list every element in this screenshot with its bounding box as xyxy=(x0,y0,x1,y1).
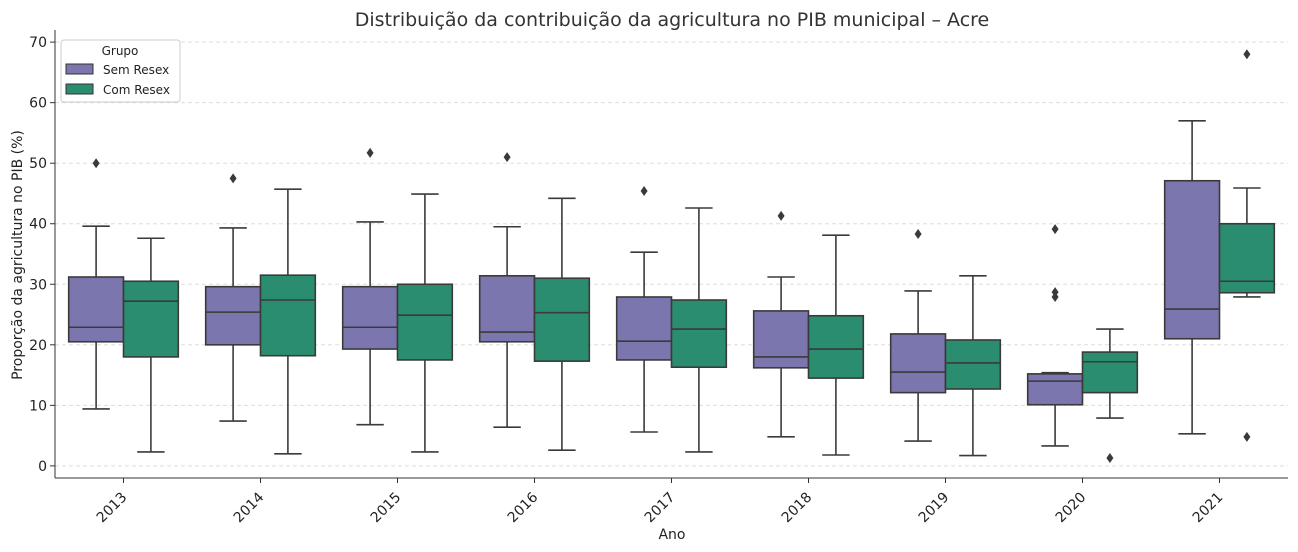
box-2016 xyxy=(478,152,536,428)
iqr-box xyxy=(204,285,262,346)
outlier-point xyxy=(1106,453,1114,464)
box-2013 xyxy=(67,158,125,410)
outlier-point xyxy=(1243,49,1251,60)
box-2020 xyxy=(1081,328,1139,464)
box-2017 xyxy=(615,186,673,433)
x-tick-label: 2020 xyxy=(1053,490,1090,527)
y-tick-label: 30 xyxy=(29,277,47,293)
iqr-box xyxy=(259,274,317,357)
legend-label-sem-resex: Sem Resex xyxy=(103,63,169,77)
box-2014 xyxy=(204,173,262,422)
outlier-point xyxy=(229,173,237,184)
box-2021 xyxy=(1218,49,1276,442)
outlier-point xyxy=(777,210,785,221)
outlier-point xyxy=(92,158,100,169)
y-tick-label: 60 xyxy=(29,96,47,112)
outlier-point xyxy=(1051,224,1059,235)
box-2016 xyxy=(533,197,591,451)
iqr-box xyxy=(396,283,454,361)
y-tick-label: 20 xyxy=(29,338,47,354)
iqr-box xyxy=(341,285,399,350)
x-axis-label: Ano xyxy=(658,527,685,543)
x-tick-label: 2016 xyxy=(505,489,542,526)
x-tick-label: 2015 xyxy=(368,490,405,527)
iqr-box xyxy=(615,296,673,361)
x-tick-label: 2019 xyxy=(916,490,953,527)
y-axis-label: Proporção da agricultura no PIB (%) xyxy=(10,130,26,380)
outlier-point xyxy=(640,186,648,197)
iqr-box xyxy=(1163,179,1221,340)
iqr-box xyxy=(807,314,865,379)
iqr-box xyxy=(889,333,947,394)
gridlines xyxy=(55,41,1288,467)
y-tick-label: 70 xyxy=(29,35,47,51)
box-2017 xyxy=(670,207,728,453)
box-2018 xyxy=(752,210,810,438)
iqr-box xyxy=(1218,222,1276,294)
box-2019 xyxy=(889,229,947,442)
y-tick-label: 50 xyxy=(29,156,47,172)
box-2018 xyxy=(807,234,865,456)
outlier-point xyxy=(503,152,511,163)
iqr-box xyxy=(670,299,728,369)
x-tick-label: 2013 xyxy=(94,490,131,527)
x-tick-label: 2018 xyxy=(779,490,816,527)
x-tick-label: 2021 xyxy=(1190,490,1227,527)
legend-swatch-sem-resex xyxy=(65,63,94,75)
iqr-box xyxy=(533,277,591,362)
iqr-box xyxy=(67,276,125,343)
iqr-box xyxy=(752,310,810,369)
iqr-box xyxy=(122,280,180,358)
iqr-box xyxy=(1026,373,1084,406)
box-2019 xyxy=(944,274,1002,457)
y-tick-label: 40 xyxy=(29,217,47,233)
outlier-point xyxy=(1051,291,1059,302)
box-2013 xyxy=(122,237,180,453)
x-tick-label: 2017 xyxy=(642,490,679,527)
y-tick-label: 10 xyxy=(29,398,47,414)
boxes xyxy=(67,49,1276,464)
iqr-box xyxy=(478,274,536,343)
chart-title: Distribuição da contribuição da agricult… xyxy=(355,9,990,31)
iqr-box xyxy=(944,339,1002,390)
outlier-point xyxy=(366,147,374,158)
legend-swatch-com-resex xyxy=(65,83,94,95)
legend-title: Grupo xyxy=(102,44,139,58)
box-2021 xyxy=(1163,120,1221,435)
iqr-box xyxy=(1081,351,1139,394)
box-2014 xyxy=(259,188,317,455)
x-tick-label: 2014 xyxy=(231,489,268,526)
box-2020 xyxy=(1026,224,1084,447)
legend-label-com-resex: Com Resex xyxy=(103,83,170,97)
outlier-point xyxy=(914,229,922,240)
box-2015 xyxy=(396,193,454,453)
box-2015 xyxy=(341,147,399,426)
outlier-point xyxy=(1243,431,1251,442)
y-tick-label: 0 xyxy=(38,459,47,475)
legend: Grupo Sem Resex Com Resex xyxy=(60,39,181,103)
axes: 0 10 20 30 40 50 60 70 2013 2014 2015 2016 2017 2018 2… xyxy=(29,30,1288,526)
